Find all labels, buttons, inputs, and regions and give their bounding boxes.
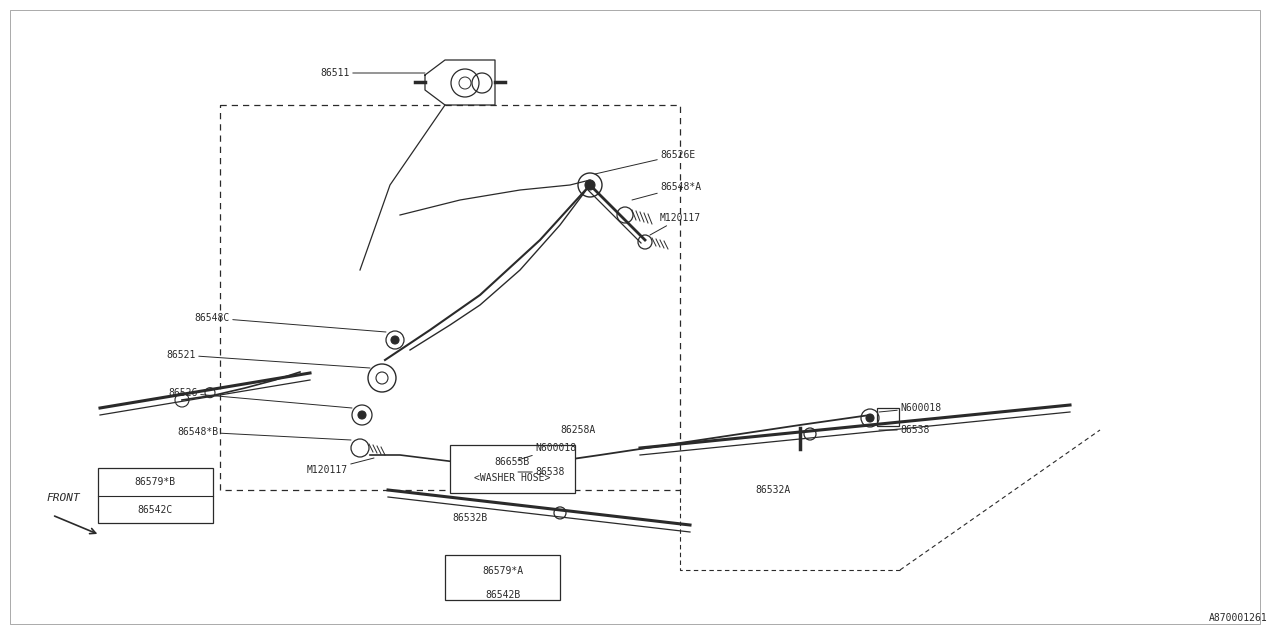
Text: 86511: 86511 xyxy=(320,68,425,78)
Text: <WASHER HOSE>: <WASHER HOSE> xyxy=(474,473,550,483)
Text: FRONT: FRONT xyxy=(46,493,79,503)
Text: N600018: N600018 xyxy=(879,403,941,413)
Bar xyxy=(451,445,575,493)
Text: 86548*B: 86548*B xyxy=(177,427,351,440)
Text: 86538: 86538 xyxy=(518,467,564,477)
Text: M120117: M120117 xyxy=(307,458,374,475)
Bar xyxy=(877,408,899,426)
Text: 86655B: 86655B xyxy=(494,457,530,467)
Text: N600018: N600018 xyxy=(518,443,576,460)
Text: 86542B: 86542B xyxy=(485,590,521,600)
Text: 86526: 86526 xyxy=(169,388,352,408)
Bar xyxy=(99,468,212,523)
Text: 86548*A: 86548*A xyxy=(632,182,701,200)
Text: 86538: 86538 xyxy=(879,425,929,435)
Text: 86542C: 86542C xyxy=(137,505,173,515)
Text: 86521: 86521 xyxy=(166,350,370,368)
Text: 86532A: 86532A xyxy=(755,485,790,495)
Circle shape xyxy=(867,414,874,422)
Text: 86532B: 86532B xyxy=(452,513,488,523)
Bar xyxy=(445,555,561,600)
Circle shape xyxy=(585,180,595,190)
Circle shape xyxy=(390,336,399,344)
Text: M120117: M120117 xyxy=(650,213,701,235)
Text: 86526E: 86526E xyxy=(595,150,695,174)
Text: A870001261: A870001261 xyxy=(1208,612,1267,623)
Text: 86579*B: 86579*B xyxy=(134,477,175,487)
Text: 86258A: 86258A xyxy=(561,425,595,435)
Text: 86548C: 86548C xyxy=(195,313,387,332)
Circle shape xyxy=(506,464,515,472)
Bar xyxy=(516,458,538,476)
Circle shape xyxy=(358,411,366,419)
Text: 86579*A: 86579*A xyxy=(483,566,524,576)
